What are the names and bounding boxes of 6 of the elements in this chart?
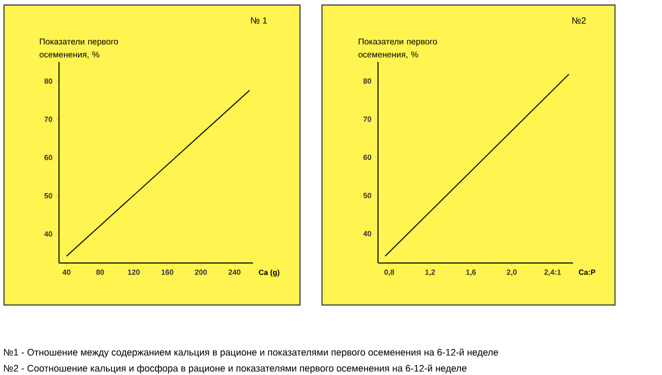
y-axis-title: Показатели первого осеменения, %	[40, 38, 118, 58]
text: №2 - Соотношение кальция и фосфора в рационе и показателями первого осеменения на 6-12-й неделе	[4, 364, 466, 374]
text: №1 - Отношение между содержанием кальция в рационе и показателями первого осеменения на 6-12-й неделе	[4, 348, 498, 358]
y-axis-title: Показатели первого осеменения, %	[358, 38, 437, 58]
chart-title: №2	[572, 17, 586, 24]
chart-title: № 1	[251, 17, 267, 24]
